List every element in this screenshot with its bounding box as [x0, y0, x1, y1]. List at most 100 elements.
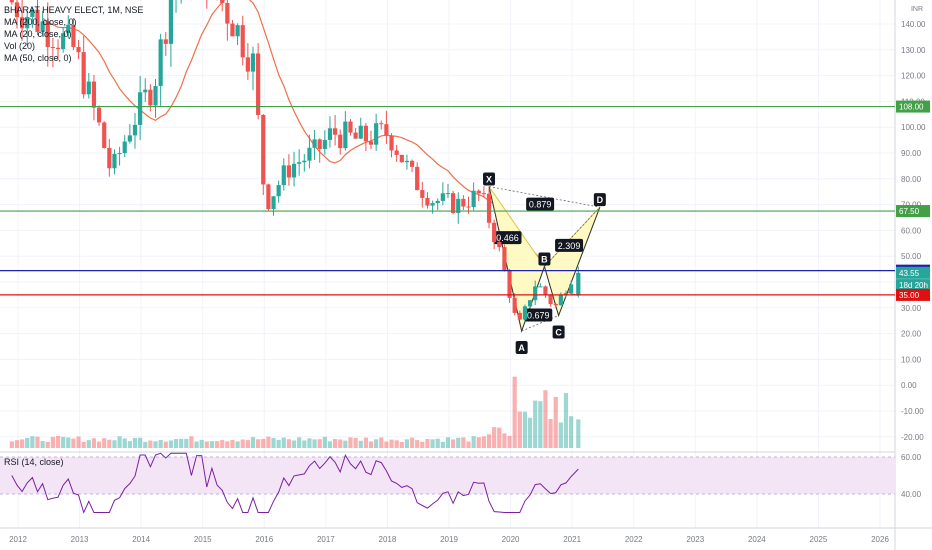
time-tick: 2016: [255, 535, 273, 544]
candle: [425, 197, 430, 206]
volume-bar: [122, 438, 127, 448]
price-tick: 0.00: [901, 381, 917, 390]
price-tick: 130.00: [901, 46, 926, 55]
candle: [76, 47, 81, 53]
candle: [507, 271, 512, 298]
candle: [291, 163, 297, 178]
price-tick: -20.00: [901, 433, 924, 442]
rsi-tick: 60.00: [901, 453, 922, 462]
volume-bar: [76, 436, 81, 448]
volume-bar: [327, 441, 333, 448]
volume-bar: [189, 436, 194, 448]
candle: [240, 25, 245, 58]
candle: [143, 89, 148, 93]
time-tick: 2019: [440, 535, 458, 544]
candle: [71, 24, 76, 48]
candle: [266, 184, 271, 210]
price-tick: 140.00: [901, 20, 926, 29]
rsi-tick: 40.00: [901, 490, 922, 499]
price-label: 18d 20h: [899, 281, 928, 290]
ratio-label: 0.679: [527, 311, 550, 321]
rsi-legend: RSI (14, close): [4, 457, 64, 467]
price-label-box: [896, 205, 930, 218]
price-tick: 100.00: [901, 123, 926, 132]
candle: [404, 160, 410, 163]
ratio-label: 0.879: [529, 200, 552, 210]
volume-bar: [204, 441, 209, 448]
candle: [122, 141, 127, 154]
candle: [522, 306, 528, 320]
volume-bar: [276, 439, 281, 448]
volume-bar: [158, 440, 163, 448]
time-tick: 2017: [317, 535, 335, 544]
candle: [476, 190, 481, 194]
volume-bars: [9, 376, 581, 448]
candle: [517, 312, 522, 320]
volume-bar: [363, 437, 368, 448]
volume-bar: [558, 422, 563, 448]
volume-bar: [343, 440, 348, 448]
candle: [66, 24, 71, 34]
pattern-point-d: D: [597, 195, 604, 205]
candle: [132, 124, 138, 136]
volume-bar: [389, 439, 394, 448]
volume-bar: [245, 440, 250, 448]
price-label: 108.00: [899, 103, 924, 112]
candle: [271, 196, 276, 210]
candle: [50, 46, 55, 48]
volume-bar: [522, 411, 528, 448]
volume-bar: [576, 419, 581, 448]
candle: [399, 154, 404, 163]
volume-bar: [543, 390, 548, 448]
candle: [497, 242, 502, 248]
candle: [420, 190, 425, 198]
volume-bar: [86, 440, 91, 448]
volume-bar: [348, 437, 353, 448]
ratio-badge: [493, 231, 522, 245]
candle: [168, 0, 174, 44]
candle: [440, 193, 445, 201]
candle: [245, 57, 250, 72]
price-tick: 20.00: [901, 330, 922, 339]
time-tick: 2014: [132, 535, 150, 544]
volume-bar: [471, 436, 476, 448]
rsi-band: [0, 457, 895, 494]
candle: [374, 123, 379, 145]
candle: [415, 166, 420, 191]
candle: [481, 193, 486, 195]
candle: [543, 286, 548, 296]
volume-bar: [132, 437, 138, 448]
harmonic-pattern: X A B C D 0.879 0.466 2.309 0.679: [483, 172, 606, 355]
candle: [107, 147, 112, 169]
candle: [461, 198, 466, 207]
time-tick: 2025: [810, 535, 828, 544]
pattern-point-x: X: [486, 175, 492, 185]
candle: [343, 121, 348, 149]
candle: [353, 132, 358, 139]
volume-bar: [184, 438, 189, 448]
candle: [30, 9, 35, 17]
candle: [471, 190, 476, 208]
volume-bar: [291, 440, 297, 448]
volume-bar: [148, 440, 153, 448]
legend-vol: Vol (20): [4, 41, 36, 51]
volume-bar: [102, 438, 107, 448]
candle: [527, 300, 533, 307]
volume-bar: [153, 441, 158, 448]
chart-legend: BHARAT HEAVY ELECT, 1M, NSE MA (200, clo…: [4, 4, 143, 64]
volume-bar: [112, 440, 117, 448]
candle: [409, 160, 415, 167]
volume-bar: [451, 439, 456, 448]
pattern-point-badge: [538, 252, 551, 266]
volume-bar: [476, 437, 481, 448]
volume-bar: [461, 437, 466, 448]
volume-bar: [235, 441, 240, 448]
candle: [158, 39, 163, 87]
pattern-point-badge: [483, 172, 496, 186]
candle: [307, 147, 312, 161]
volume-bar: [96, 441, 102, 448]
legend-ma20: MA (20, close, 0): [4, 29, 72, 39]
time-tick: 2021: [563, 535, 581, 544]
